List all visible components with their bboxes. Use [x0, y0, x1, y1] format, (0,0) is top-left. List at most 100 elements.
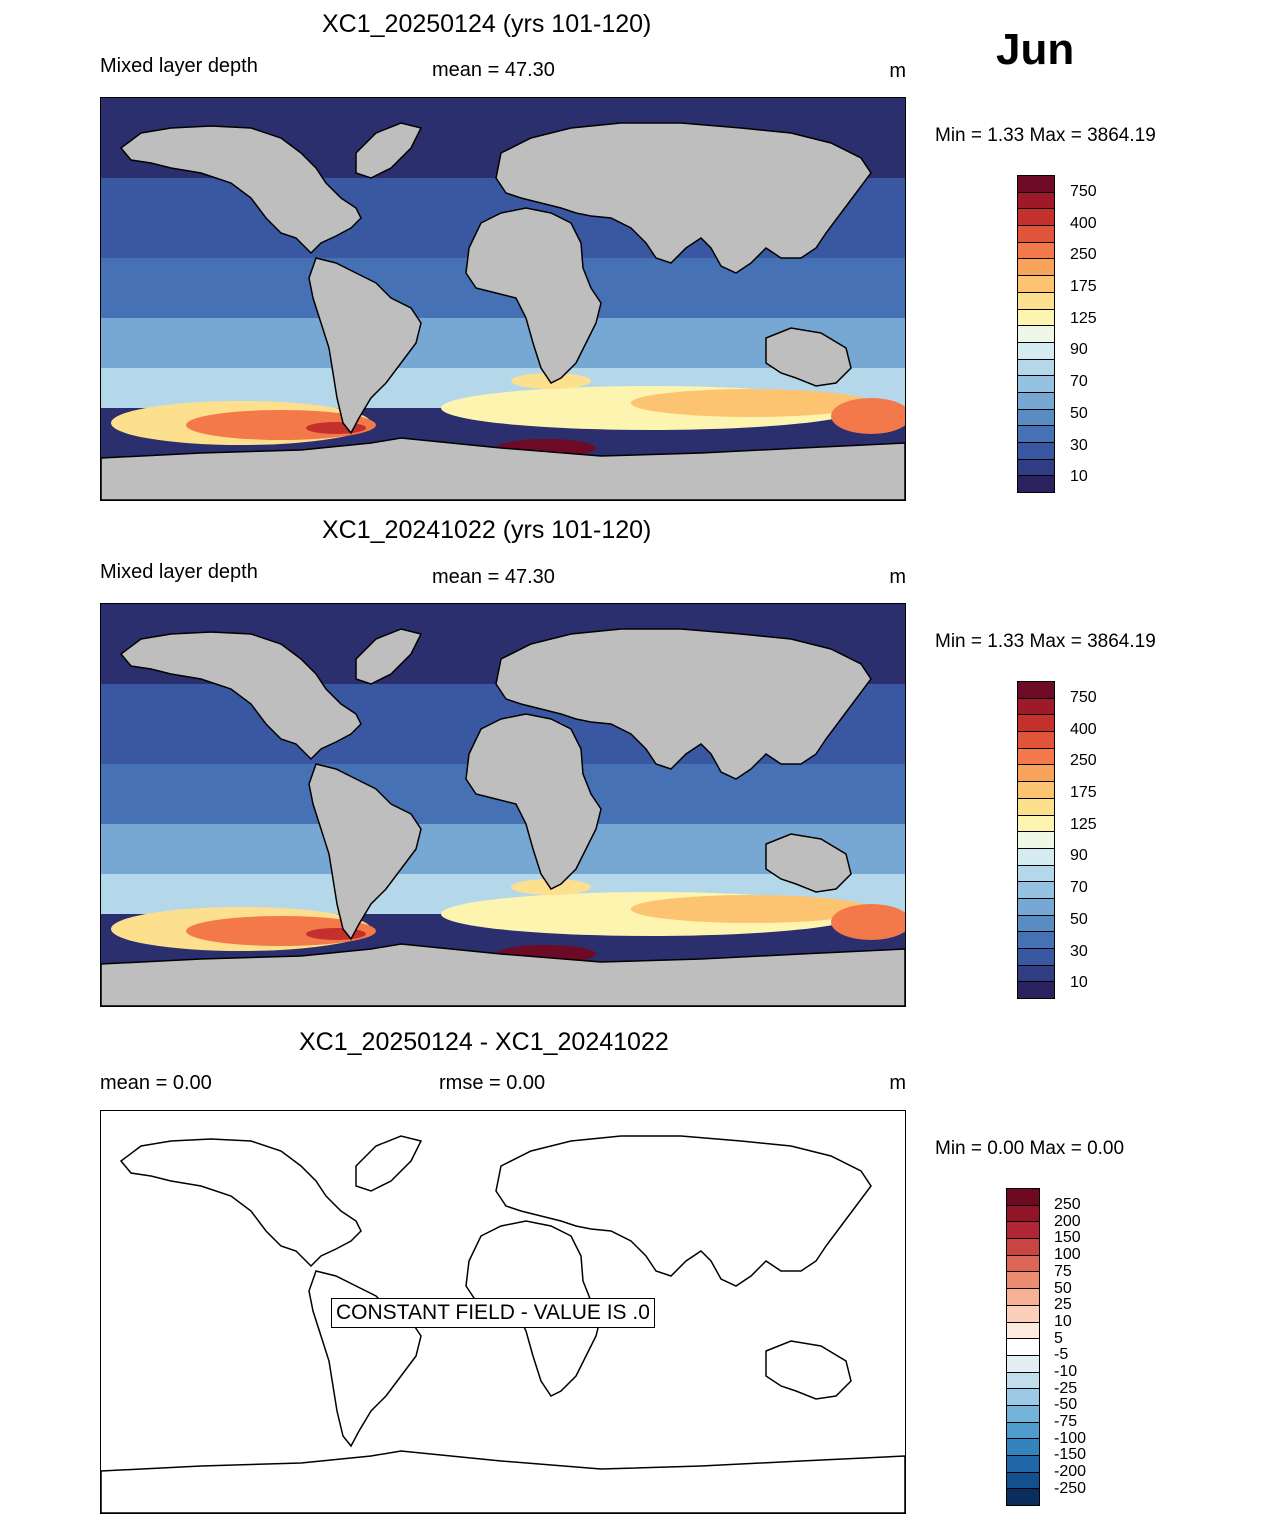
- colorbar-label: 100: [1054, 1246, 1081, 1263]
- colorbar-box: [1018, 359, 1054, 377]
- colorbar-box: [1018, 309, 1054, 327]
- panel-1-mean-label: mean = 47.30: [432, 59, 555, 81]
- panel-2-map: [100, 603, 906, 1007]
- colorbar-box: [1007, 1305, 1039, 1323]
- panel-1-map: [100, 97, 906, 501]
- panel-1-title: XC1_20250124 (yrs 101-120): [322, 10, 652, 38]
- colorbar-box: [1018, 732, 1054, 749]
- colorbar-label: 90: [1070, 341, 1088, 358]
- panel-2-map-svg: [101, 604, 905, 1006]
- colorbar-box: [1018, 932, 1054, 949]
- colorbar-box: [1018, 292, 1054, 310]
- colorbar-box: [1007, 1339, 1039, 1356]
- colorbar-box: [1018, 882, 1054, 899]
- colorbar-box: [1018, 682, 1054, 699]
- colorbar-box: [1007, 1205, 1039, 1223]
- month-label: Jun: [996, 25, 1075, 74]
- panel-3-rmse-label: rmse = 0.00: [439, 1072, 546, 1094]
- panel-2-minmax: Min = 1.33 Max = 3864.19: [935, 631, 1156, 652]
- panel-3-units-label: m: [889, 1072, 906, 1094]
- colorbar-box: [1018, 376, 1054, 393]
- colorbar-box: [1007, 1272, 1039, 1290]
- colorbar-box: [1018, 798, 1054, 816]
- colorbar-box: [1007, 1472, 1039, 1490]
- colorbar-label: -25: [1054, 1380, 1078, 1397]
- colorbar-box: [1018, 176, 1054, 193]
- colorbar-box: [1018, 765, 1054, 783]
- panel-3-colorbar: [1006, 1188, 1040, 1506]
- colorbar-box: [1018, 715, 1054, 733]
- colorbar-label: 200: [1054, 1213, 1081, 1230]
- colorbar-box: [1018, 392, 1054, 410]
- colorbar-box: [1007, 1222, 1039, 1240]
- colorbar-box: [1018, 915, 1054, 933]
- colorbar-label: 70: [1070, 879, 1088, 896]
- colorbar-label: 50: [1070, 911, 1088, 928]
- colorbar-box: [1018, 698, 1054, 716]
- colorbar-label: 400: [1070, 215, 1097, 232]
- panel-1-map-svg: [101, 98, 905, 500]
- colorbar-box: [1018, 276, 1054, 293]
- colorbar-label: 250: [1054, 1196, 1081, 1213]
- colorbar-box: [1018, 949, 1054, 966]
- panel-2-units-label: m: [889, 566, 906, 588]
- colorbar-box: [1007, 1456, 1039, 1473]
- colorbar-box: [1018, 326, 1054, 343]
- panel-2-variable-label: Mixed layer depth: [100, 561, 258, 583]
- colorbar-label: 30: [1070, 943, 1088, 960]
- colorbar-box: [1007, 1372, 1039, 1390]
- colorbar-label: 250: [1070, 752, 1097, 769]
- colorbar-box: [1018, 782, 1054, 799]
- colorbar-box: [1007, 1439, 1039, 1456]
- colorbar-label: 750: [1070, 689, 1097, 706]
- panel-2-colorbar: [1017, 681, 1055, 999]
- colorbar-label: 90: [1070, 847, 1088, 864]
- colorbar-box: [1018, 865, 1054, 883]
- colorbar-box: [1018, 426, 1054, 443]
- colorbar-box: [1007, 1239, 1039, 1256]
- colorbar-box: [1018, 848, 1054, 866]
- colorbar-label: 25: [1054, 1296, 1072, 1313]
- colorbar-box: [1018, 898, 1054, 916]
- colorbar-box: [1018, 459, 1054, 477]
- colorbar-box: [1007, 1355, 1039, 1373]
- colorbar-label: 10: [1054, 1313, 1072, 1330]
- panel-3-minmax: Min = 0.00 Max = 0.00: [935, 1138, 1125, 1159]
- colorbar-box: [1007, 1322, 1039, 1340]
- colorbar-box: [1018, 443, 1054, 460]
- constant-field-notice: CONSTANT FIELD - VALUE IS .0: [331, 1298, 655, 1328]
- colorbar-label: 10: [1070, 974, 1088, 991]
- colorbar-box: [1018, 476, 1054, 493]
- colorbar-box: [1007, 1289, 1039, 1306]
- colorbar-label: 70: [1070, 373, 1088, 390]
- panel-1-colorbar: [1017, 175, 1055, 493]
- panel-1-units-label: m: [889, 60, 906, 82]
- panel-3-mean-label: mean = 0.00: [100, 1072, 212, 1094]
- colorbar-box: [1018, 748, 1054, 766]
- colorbar-label: 10: [1070, 468, 1088, 485]
- colorbar-label: -100: [1054, 1430, 1087, 1447]
- panel-3-title: XC1_20250124 - XC1_20241022: [299, 1028, 669, 1056]
- colorbar-label: -150: [1054, 1446, 1087, 1463]
- colorbar-label: 125: [1070, 816, 1097, 833]
- colorbar-box: [1007, 1255, 1039, 1273]
- colorbar-box: [1018, 982, 1054, 999]
- colorbar-label: 150: [1054, 1229, 1081, 1246]
- colorbar-box: [1018, 242, 1054, 260]
- colorbar-box: [1018, 342, 1054, 360]
- colorbar-box: [1007, 1489, 1039, 1506]
- colorbar-label: 175: [1070, 278, 1097, 295]
- colorbar-label: 250: [1070, 246, 1097, 263]
- colorbar-box: [1007, 1422, 1039, 1440]
- panel-1-minmax: Min = 1.33 Max = 3864.19: [935, 125, 1156, 146]
- colorbar-label: -50: [1054, 1396, 1078, 1413]
- panel-1-variable-label: Mixed layer depth: [100, 55, 258, 77]
- colorbar-box: [1018, 209, 1054, 227]
- colorbar-label: 125: [1070, 310, 1097, 327]
- colorbar-box: [1018, 965, 1054, 983]
- colorbar-box: [1018, 815, 1054, 833]
- colorbar-box: [1018, 226, 1054, 243]
- colorbar-box: [1018, 259, 1054, 277]
- colorbar-box: [1007, 1405, 1039, 1423]
- colorbar-label: -75: [1054, 1413, 1078, 1430]
